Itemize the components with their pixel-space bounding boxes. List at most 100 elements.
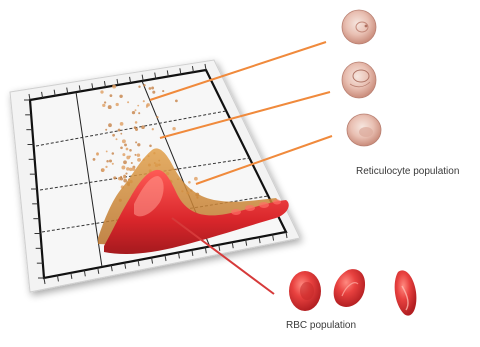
scatter-dot [126, 167, 130, 171]
scatter-dot [107, 105, 112, 110]
scatter-dot [122, 153, 126, 157]
axis-tick [28, 93, 31, 101]
scatter-dot [121, 165, 126, 170]
scatter-dot [129, 149, 132, 152]
scatter-dot [128, 167, 133, 172]
scatter-dot [172, 126, 176, 131]
axis-tick [272, 234, 275, 241]
grid-line-v1 [75, 91, 103, 268]
axis-tick [154, 72, 157, 79]
rbc-tail-ripples [231, 199, 281, 215]
axis-tick [191, 66, 194, 73]
scatter-dot [142, 100, 145, 103]
axis-tick [137, 260, 140, 267]
axis-tick [41, 91, 44, 98]
axis-tick [91, 83, 94, 90]
axis-tick [285, 231, 288, 239]
scatter-dot [135, 141, 138, 144]
scatter-dot [123, 175, 126, 179]
scatter-dot [120, 175, 123, 178]
connector-orange-3 [195, 135, 333, 185]
axis-tick [97, 267, 100, 274]
axis-tick [164, 254, 167, 262]
axis-tick [83, 270, 86, 277]
scatter-dot [175, 168, 178, 171]
axis-tick [66, 87, 69, 94]
axis-tick [129, 76, 132, 83]
scatter-dot [151, 128, 154, 131]
reticulocyte-cell [346, 113, 382, 147]
scatter-dot [125, 172, 128, 175]
axis-tick [258, 237, 261, 244]
connector-lines [149, 41, 333, 295]
scatter-dot [106, 159, 109, 163]
axis-tick [218, 244, 221, 251]
scatter-dot [131, 167, 136, 171]
scatter-dot [112, 84, 115, 87]
scatter-dot [120, 146, 123, 150]
scatter-dot [127, 101, 130, 104]
axis-tick [78, 85, 81, 92]
scatter-dot [96, 152, 99, 155]
scatter-dot [134, 121, 138, 124]
scatter-dot [117, 128, 121, 132]
axis-tick [204, 63, 207, 71]
scatter-dot [131, 110, 136, 115]
axis-tick [53, 89, 56, 96]
scatter-dot [151, 86, 155, 90]
connector-red [171, 217, 275, 295]
axis-tick [166, 70, 169, 77]
scatter-dot [92, 158, 96, 161]
axis-tick [141, 74, 144, 81]
axis-ticks [24, 63, 288, 285]
scatter-dot [108, 123, 112, 128]
scatter-dot [105, 165, 108, 169]
axis-tick [124, 262, 127, 269]
scatter-dot [123, 160, 127, 165]
scatter-dot [113, 176, 117, 180]
scatter-dot [194, 176, 198, 181]
axis-tick [204, 247, 207, 254]
grid-line-h1 [35, 110, 227, 147]
scatter-dot [126, 155, 131, 160]
scatter-dot [148, 87, 152, 90]
scatter-dot [134, 109, 137, 112]
axis-tick [103, 81, 106, 88]
scatter-dot [119, 177, 124, 181]
reticulocyte-cell [341, 61, 377, 99]
scatter-dot [141, 125, 145, 130]
scatter-dot [112, 133, 115, 137]
scatter-dot [102, 103, 106, 108]
scatter-dot [137, 158, 141, 162]
scatter-dot [143, 84, 146, 87]
scatter-dot [188, 180, 191, 184]
scatter-dot [175, 99, 178, 103]
reticulocyte-cells [341, 9, 382, 147]
scatter-dot [105, 128, 108, 131]
axis-tick [177, 252, 180, 259]
reticulocyte-cell [341, 9, 377, 45]
scatter-dot [119, 94, 123, 99]
connector-orange-2 [159, 91, 331, 139]
axis-tick [43, 277, 46, 285]
scatter-dot [134, 153, 137, 156]
scatter-dot [162, 90, 165, 93]
scatter-dot [134, 127, 139, 131]
scatter-dot [152, 90, 156, 94]
scatter-dot [115, 102, 119, 107]
axis-tick [116, 78, 119, 86]
axis-tick [70, 272, 73, 279]
axis-tick [151, 257, 154, 264]
scatter-dot [111, 152, 115, 155]
axis-tick [191, 249, 194, 256]
rbc-cell [394, 270, 417, 316]
scatter-dot [136, 153, 141, 157]
scatter-dot [109, 94, 113, 97]
scatter-dot [111, 162, 114, 165]
axis-tick [231, 242, 234, 249]
connector-orange-1 [149, 41, 327, 101]
scatter-dot [121, 139, 126, 144]
rbc-peak-highlight [134, 176, 164, 217]
scatter-dot [101, 168, 105, 172]
